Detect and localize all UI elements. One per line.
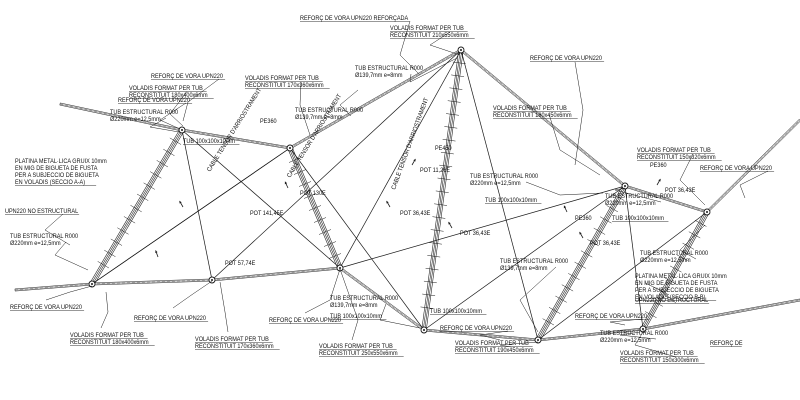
svg-text:TUB ESTRUCTURAL R000: TUB ESTRUCTURAL R000 xyxy=(470,174,539,180)
svg-text:POT 130E: POT 130E xyxy=(300,191,326,197)
svg-text:REFORÇ DE VORA UPN220: REFORÇ DE VORA UPN220 xyxy=(151,74,224,80)
svg-text:UPN220 NO ESTRUCTURAL: UPN220 NO ESTRUCTURAL xyxy=(635,298,709,304)
svg-text:VOLADIS FORMAT PER TUB: VOLADIS FORMAT PER TUB xyxy=(390,26,464,32)
svg-text:PE360: PE360 xyxy=(260,119,277,125)
svg-text:PE450: PE450 xyxy=(435,146,452,152)
svg-text:TUB ESTRUCTURAL R000: TUB ESTRUCTURAL R000 xyxy=(10,234,79,240)
svg-text:VOLADIS FORMAT PER TUB: VOLADIS FORMAT PER TUB xyxy=(195,337,269,343)
svg-text:REFORÇ DE VORA UPN220: REFORÇ DE VORA UPN220 xyxy=(118,98,191,104)
svg-text:POT 36,43E: POT 36,43E xyxy=(400,211,430,217)
svg-text:UPN220 NO ESTRUCTURAL: UPN220 NO ESTRUCTURAL xyxy=(5,209,79,215)
svg-text:Ø220mm e=12,5mm: Ø220mm e=12,5mm xyxy=(605,201,656,207)
svg-text:RECONSTITUIT 180x450x6mm: RECONSTITUIT 180x450x6mm xyxy=(493,113,572,119)
svg-text:POT 36,43E: POT 36,43E xyxy=(665,188,695,194)
svg-text:TUB ESTRUCTURAL R000: TUB ESTRUCTURAL R000 xyxy=(640,251,709,257)
svg-text:REFORÇ DE VORA UPN220: REFORÇ DE VORA UPN220 xyxy=(440,326,513,332)
svg-text:REFORÇ DE: REFORÇ DE xyxy=(710,341,743,347)
svg-text:POT 141,45E: POT 141,45E xyxy=(250,211,283,217)
svg-text:Ø220mm e=12,5mm: Ø220mm e=12,5mm xyxy=(600,338,651,344)
svg-text:TUB 100x100x10mm: TUB 100x100x10mm xyxy=(485,198,537,204)
svg-text:VOLADIS FORMAT PER TUB: VOLADIS FORMAT PER TUB xyxy=(70,333,144,339)
svg-text:Ø220mm e=12,5mm: Ø220mm e=12,5mm xyxy=(470,181,521,187)
svg-text:Ø139,7mm e=8mm: Ø139,7mm e=8mm xyxy=(355,73,403,79)
svg-text:VOLADIS FORMAT PER TUB: VOLADIS FORMAT PER TUB xyxy=(319,344,393,350)
svg-text:TUB ESTRUCTURAL R000: TUB ESTRUCTURAL R000 xyxy=(605,194,674,200)
svg-text:TUB ESTRUCTURAL R000: TUB ESTRUCTURAL R000 xyxy=(110,110,179,116)
svg-text:Ø139,7mm e=8mm: Ø139,7mm e=8mm xyxy=(295,115,343,121)
svg-text:TUB ESTRUCTURAL R000: TUB ESTRUCTURAL R000 xyxy=(295,108,364,114)
svg-text:EN MIG DE BIGUETA DE FUSTA: EN MIG DE BIGUETA DE FUSTA xyxy=(15,166,98,172)
svg-text:RECONSTITUIT 150x300x6mm: RECONSTITUIT 150x300x6mm xyxy=(620,358,699,364)
svg-text:RECONSTITUIT 180x400x6mm: RECONSTITUIT 180x400x6mm xyxy=(70,340,149,346)
svg-text:REFORÇ DE VORA UPN220: REFORÇ DE VORA UPN220 xyxy=(134,316,207,322)
svg-text:POT 36,43E: POT 36,43E xyxy=(590,241,620,247)
svg-text:EN VOLADIS (SECCIO A-A): EN VOLADIS (SECCIO A-A) xyxy=(15,180,85,186)
svg-text:POT 57,74E: POT 57,74E xyxy=(225,261,255,267)
svg-text:PER A SUBJECCIO DE BIGUETA: PER A SUBJECCIO DE BIGUETA xyxy=(15,173,99,179)
svg-text:VOLADIS FORMAT PER TUB: VOLADIS FORMAT PER TUB xyxy=(637,148,711,154)
svg-text:Ø220mm e=12,5mm: Ø220mm e=12,5mm xyxy=(10,241,61,247)
svg-text:POT 11,26E: POT 11,26E xyxy=(420,168,450,174)
svg-text:REFORÇ DE VORA UPN220: REFORÇ DE VORA UPN220 xyxy=(269,318,342,324)
svg-text:REFORÇ DE VORA UPN220: REFORÇ DE VORA UPN220 xyxy=(10,305,83,311)
svg-text:RECONSTITUIT 150x320x6mm: RECONSTITUIT 150x320x6mm xyxy=(637,155,716,161)
svg-text:REFORÇ DE VORA UPN220: REFORÇ DE VORA UPN220 xyxy=(575,314,648,320)
svg-text:TUB ESTRUCTURAL R000: TUB ESTRUCTURAL R000 xyxy=(600,331,669,337)
svg-text:PER A SUBJECCIO DE BIGUETA: PER A SUBJECCIO DE BIGUETA xyxy=(635,288,719,294)
svg-text:Ø220mm e=12,5mm: Ø220mm e=12,5mm xyxy=(640,258,691,264)
svg-text:VOLADIS FORMAT PER TUB: VOLADIS FORMAT PER TUB xyxy=(493,106,567,112)
svg-text:REFORÇ DE VORA UPN220: REFORÇ DE VORA UPN220 xyxy=(530,56,603,62)
svg-text:TUB ESTRUCTURAL R000: TUB ESTRUCTURAL R000 xyxy=(500,259,569,265)
svg-text:POT 36,43E: POT 36,43E xyxy=(460,231,490,237)
svg-text:PLATINA METAL·LICA GRUIX 10mm: PLATINA METAL·LICA GRUIX 10mm xyxy=(635,274,727,280)
svg-text:RECONSTITUIT 190x450x6mm: RECONSTITUIT 190x450x6mm xyxy=(455,348,534,354)
svg-text:TUB 100x100x10mm: TUB 100x100x10mm xyxy=(612,216,664,222)
svg-text:Ø220mm e=12,5mm: Ø220mm e=12,5mm xyxy=(110,117,161,123)
svg-text:TUB 100x100x10mm: TUB 100x100x10mm xyxy=(430,309,482,315)
svg-text:RECONSTITUIT 210x550x6mm: RECONSTITUIT 210x550x6mm xyxy=(390,33,469,39)
svg-text:REFORÇ DE VORA UPN220: REFORÇ DE VORA UPN220 xyxy=(700,166,773,172)
svg-text:VOLADIS FORMAT PER TUB: VOLADIS FORMAT PER TUB xyxy=(129,86,203,92)
svg-text:TUB ESTRUCTURAL R000: TUB ESTRUCTURAL R000 xyxy=(330,296,399,302)
svg-text:PE360: PE360 xyxy=(650,163,667,169)
svg-text:PLATINA METAL·LICA GRUIX 10mm: PLATINA METAL·LICA GRUIX 10mm xyxy=(15,159,107,165)
svg-text:VOLADIS FORMAT PER TUB: VOLADIS FORMAT PER TUB xyxy=(620,351,694,357)
svg-text:VOLADIS FORMAT PER TUB: VOLADIS FORMAT PER TUB xyxy=(245,76,319,82)
svg-text:REFORÇ DE VORA UPN220 REFORÇAD: REFORÇ DE VORA UPN220 REFORÇADA xyxy=(300,16,408,22)
svg-text:RECONSTITUIT 170x360x6mm: RECONSTITUIT 170x360x6mm xyxy=(195,344,274,350)
svg-text:VOLADIS FORMAT PER TUB: VOLADIS FORMAT PER TUB xyxy=(455,341,529,347)
svg-text:Ø139,7mm e=8mm: Ø139,7mm e=8mm xyxy=(500,266,548,272)
svg-text:TUB ESTRUCTURAL R000: TUB ESTRUCTURAL R000 xyxy=(355,66,424,72)
svg-text:RECONSTITUIT 250x550x6mm: RECONSTITUIT 250x550x6mm xyxy=(319,351,398,357)
svg-text:PE360: PE360 xyxy=(575,216,592,222)
